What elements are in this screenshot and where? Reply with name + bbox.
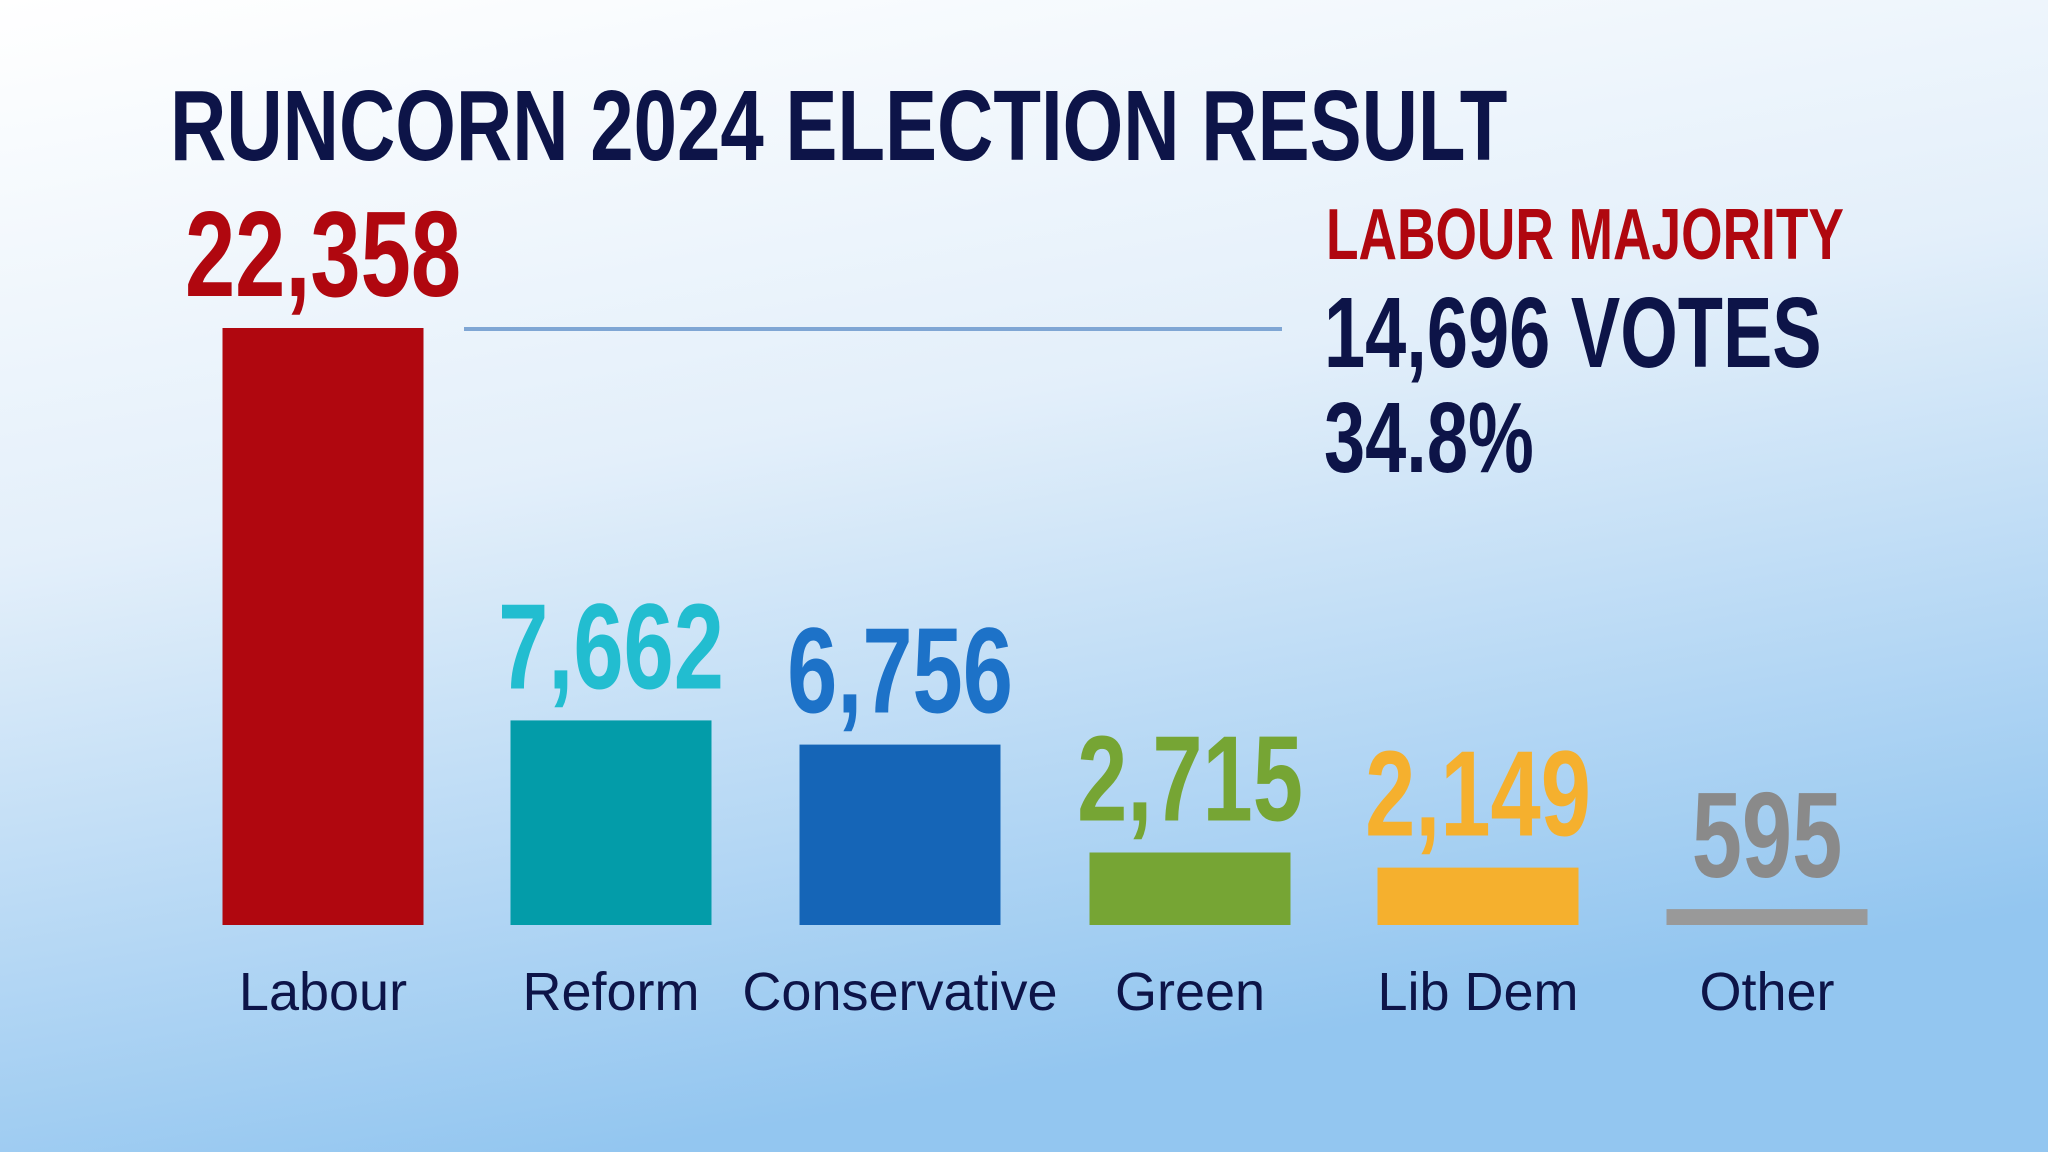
value-label: 6,756: [787, 602, 1013, 738]
annotation: 34.8%: [1324, 381, 1534, 494]
chart-title: RUNCORN 2024 ELECTION RESULT: [170, 71, 1507, 183]
bar: [1089, 852, 1291, 925]
x-tick-label: Other: [1699, 962, 1834, 1022]
value-label: 2,149: [1365, 725, 1591, 861]
bar: [1666, 909, 1868, 925]
x-tick-label: Reform: [522, 962, 699, 1022]
x-tick-label: Labour: [239, 962, 407, 1022]
bar: [222, 328, 424, 925]
bar: [799, 744, 1001, 925]
value-label: 2,715: [1077, 710, 1303, 846]
value-label: 7,662: [498, 578, 724, 714]
annotation: LABOUR MAJORITY: [1326, 195, 1844, 275]
bar: [510, 720, 712, 925]
x-tick-label: Lib Dem: [1377, 962, 1578, 1022]
value-label: 22,358: [185, 186, 461, 322]
x-tick-label: Conservative: [742, 962, 1057, 1022]
annotation: 14,696 VOTES: [1324, 276, 1822, 389]
value-label: 595: [1692, 767, 1843, 903]
x-tick-label: Green: [1115, 962, 1265, 1022]
bar: [1377, 867, 1579, 925]
